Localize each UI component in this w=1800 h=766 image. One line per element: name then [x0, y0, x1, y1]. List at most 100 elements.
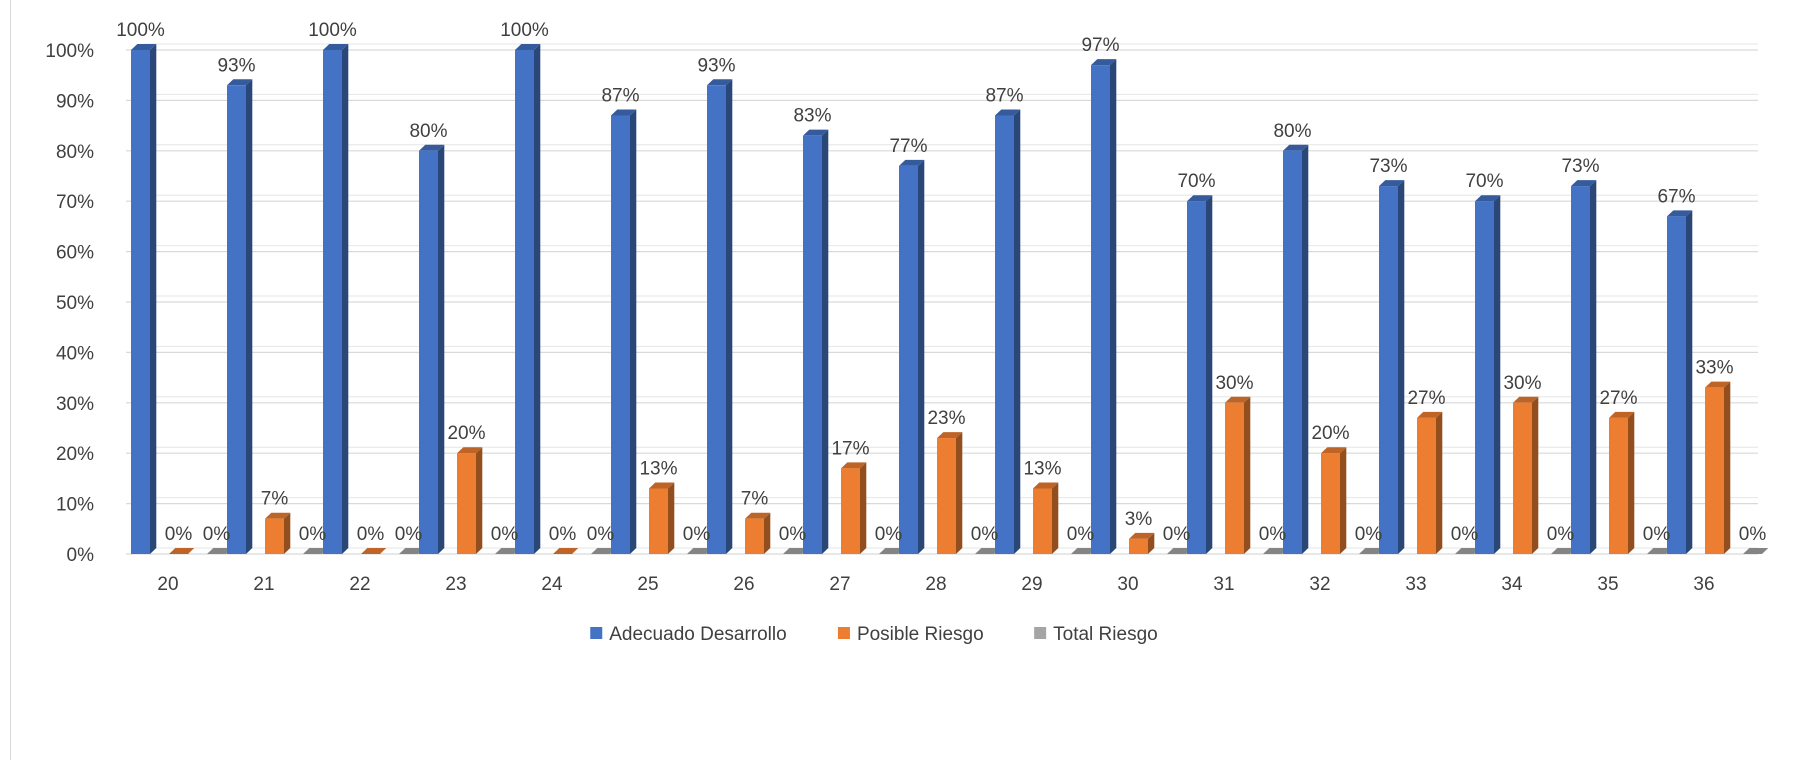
- x-tick-label: 34: [1501, 574, 1523, 595]
- data-labels: 100% 0% 0% 93% 7% 0% 100% 0% 0% 80% 20% 0% 100% 0% 0% 8…: [116, 20, 1766, 545]
- bars: [131, 44, 1769, 555]
- bar-front: [841, 468, 860, 554]
- bar-front: [131, 50, 150, 554]
- data-label: 13%: [1023, 458, 1061, 479]
- bar: [1321, 447, 1347, 554]
- bar-top: [879, 548, 905, 554]
- bar-front: [1379, 186, 1398, 554]
- bar: [131, 44, 157, 554]
- bar: [1283, 144, 1309, 555]
- data-label: 13%: [639, 458, 677, 479]
- bar-top: [303, 548, 329, 554]
- bar-front: [457, 453, 476, 554]
- data-label: 93%: [697, 55, 735, 76]
- bar-side: [1244, 396, 1251, 554]
- data-label: 70%: [1177, 171, 1215, 192]
- y-tick-label: 60%: [56, 243, 94, 264]
- bar: [879, 548, 905, 554]
- bar-front: [1571, 186, 1590, 554]
- y-tick-label: 30%: [56, 394, 94, 415]
- bar-top: [1167, 548, 1193, 554]
- bar-top: [1417, 411, 1443, 418]
- data-label: 0%: [1067, 524, 1095, 545]
- data-label: 23%: [927, 408, 965, 429]
- bar-top: [1455, 548, 1481, 554]
- bar: [1129, 532, 1155, 554]
- bar-top: [1647, 548, 1673, 554]
- bar-top: [1475, 195, 1501, 202]
- bar: [1071, 548, 1097, 554]
- data-label: 30%: [1215, 373, 1253, 394]
- bar-top: [553, 548, 579, 554]
- legend-label: Total Riesgo: [1053, 624, 1158, 645]
- bar-top: [399, 548, 425, 554]
- bar-side: [1206, 195, 1213, 554]
- bar-front: [1187, 201, 1206, 554]
- bar: [1705, 381, 1731, 554]
- data-label: 0%: [357, 524, 385, 545]
- bar-side: [1052, 482, 1059, 554]
- data-label: 0%: [299, 524, 327, 545]
- data-label: 0%: [1451, 524, 1479, 545]
- bar: [207, 548, 233, 554]
- bar: [399, 548, 425, 554]
- legend: Adecuado Desarrollo Posible Riesgo Total R…: [590, 624, 1158, 645]
- bar: [899, 159, 925, 555]
- bar: [803, 129, 829, 554]
- bar-top: [803, 129, 829, 136]
- data-label: 0%: [203, 524, 231, 545]
- data-label: 0%: [683, 524, 711, 545]
- data-label: 0%: [1259, 524, 1287, 545]
- x-tick-label: 22: [349, 574, 370, 595]
- data-label: 83%: [793, 106, 831, 127]
- x-tick-label: 24: [541, 574, 563, 595]
- bar-side: [860, 462, 867, 554]
- bar-top: [1667, 210, 1693, 217]
- data-label: 80%: [1273, 121, 1311, 142]
- bar-front: [1475, 201, 1494, 554]
- bar-top: [361, 548, 387, 554]
- data-label: 93%: [217, 55, 255, 76]
- bar-front: [419, 150, 438, 555]
- legend-item: Posible Riesgo: [837, 624, 984, 645]
- data-label: 0%: [165, 524, 193, 545]
- legend-swatch: [590, 627, 603, 639]
- data-label: 73%: [1369, 156, 1407, 177]
- x-tick-label: 31: [1213, 574, 1234, 595]
- x-tick-label: 26: [733, 574, 754, 595]
- bar: [611, 109, 637, 555]
- bar-top: [1743, 548, 1769, 554]
- bar: [1033, 482, 1059, 554]
- bar-front: [707, 85, 726, 554]
- y-tick-label: 90%: [56, 91, 94, 112]
- bar: [649, 482, 675, 554]
- bar-top: [995, 109, 1021, 116]
- legend-item: Adecuado Desarrollo: [590, 624, 787, 645]
- legend-label: Adecuado Desarrollo: [609, 624, 786, 645]
- bar-top: [515, 44, 541, 50]
- bar-top: [975, 548, 1001, 554]
- data-label: 0%: [1547, 524, 1575, 545]
- bar-side: [726, 79, 733, 554]
- y-tick-label: 20%: [56, 444, 94, 465]
- bar-side: [822, 129, 829, 554]
- bar-front: [1609, 417, 1628, 554]
- bar-top: [419, 144, 445, 151]
- data-label: 87%: [601, 86, 639, 107]
- data-label: 0%: [875, 524, 903, 545]
- bar-front: [899, 165, 918, 555]
- bar-side: [534, 44, 541, 554]
- bar-front: [265, 518, 284, 554]
- bar: [1667, 210, 1693, 554]
- data-label: 67%: [1657, 186, 1695, 207]
- bar-front: [1129, 538, 1148, 554]
- bar-top: [495, 548, 521, 554]
- data-label: 7%: [261, 489, 289, 510]
- bar: [515, 44, 541, 554]
- bar-top: [207, 548, 233, 554]
- y-axis-ticks: 0% 10% 20% 30% 40% 50% 60% 70% 80% 90% 100%: [45, 41, 94, 566]
- data-label: 3%: [1125, 509, 1153, 530]
- bar: [1379, 180, 1405, 554]
- y-tick-label: 70%: [56, 192, 94, 213]
